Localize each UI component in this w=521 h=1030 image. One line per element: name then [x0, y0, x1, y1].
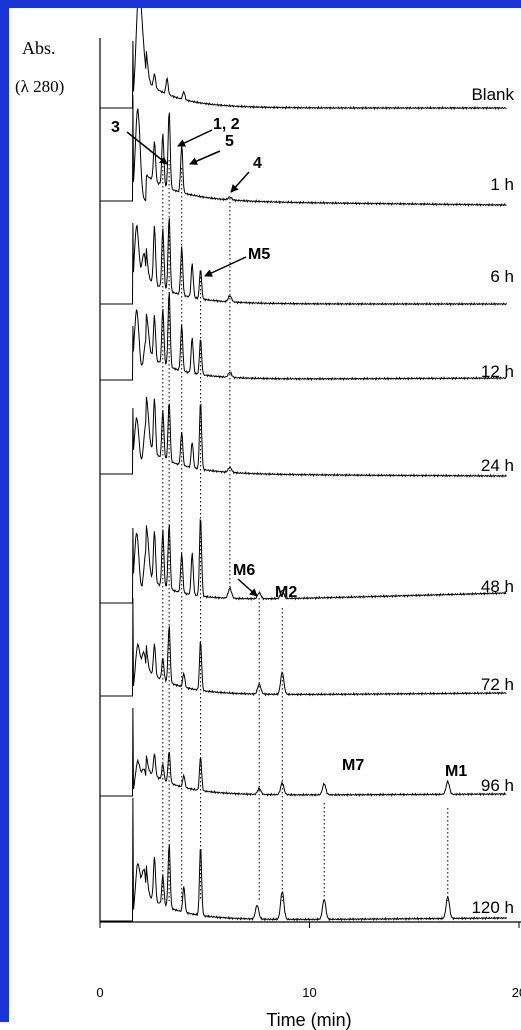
reference-lines: [162, 158, 449, 901]
trace-72-h: [100, 597, 507, 697]
trace-label-blank: Blank: [471, 85, 514, 104]
chromatogram-chart: Abs. (λ 280) Time (min) Blank 1 h 6 h 12 h 2…: [15, 8, 521, 1030]
annotation-arrow-4: [230, 171, 250, 193]
annotation-arrow-1-2: [177, 129, 213, 147]
trace-blank: [100, 8, 507, 111]
annotation-arrow-3: [126, 131, 168, 165]
x-tick-label-20: 20: [512, 985, 521, 1000]
trace-24-h: [100, 396, 507, 479]
trace-label-6-h: 6 h: [490, 267, 514, 286]
trace-48-h: [100, 518, 507, 604]
trace-label-24-h: 24 h: [481, 456, 514, 475]
trace-label-12-h: 12 h: [481, 362, 514, 381]
trace-1-h: [100, 94, 507, 208]
axes-group: [99, 38, 521, 923]
annotation-m2: M2: [275, 584, 297, 601]
trace-6-h: [100, 218, 507, 307]
annotation-arrow-m5: [204, 256, 247, 277]
trace-120-h: [100, 797, 507, 922]
annotation-m6: M6: [233, 562, 255, 579]
annotation-m1: M1: [445, 763, 467, 780]
traces-group: [100, 8, 507, 922]
y-axis-label: Abs.: [22, 38, 56, 58]
x-axis-label: Time (min): [266, 1010, 351, 1030]
trace-labels: Blank 1 h 6 h 12 h 24 h 48 h 72 h 96 h 120 h: [471, 85, 514, 917]
annotation-5: 5: [225, 133, 234, 150]
annotation-m5: M5: [248, 246, 270, 263]
annotation-arrow-5: [189, 150, 221, 165]
trace-label-120-h: 120 h: [471, 898, 514, 917]
y-axis-sublabel: (λ 280): [15, 77, 64, 96]
annotation-1-2: 1, 2: [213, 116, 240, 133]
x-ticks: 0 10 20: [96, 922, 521, 1000]
annotation-4: 4: [253, 155, 262, 172]
x-tick-label-0: 0: [96, 985, 103, 1000]
trace-label-96-h: 96 h: [481, 776, 514, 795]
annotation-m7: M7: [342, 757, 364, 774]
trace-label-1-h: 1 h: [490, 175, 514, 194]
annotation-arrow-m6: [237, 578, 258, 597]
annotation-3: 3: [111, 119, 120, 136]
trace-label-48-h: 48 h: [481, 577, 514, 596]
trace-12-h: [100, 292, 507, 381]
trace-96-h: [100, 707, 507, 797]
x-tick-label-10: 10: [302, 985, 316, 1000]
peak-annotations: 3 1, 25 4 M5 M6 M2 M7 M1: [111, 116, 467, 780]
trace-label-72-h: 72 h: [481, 675, 514, 694]
